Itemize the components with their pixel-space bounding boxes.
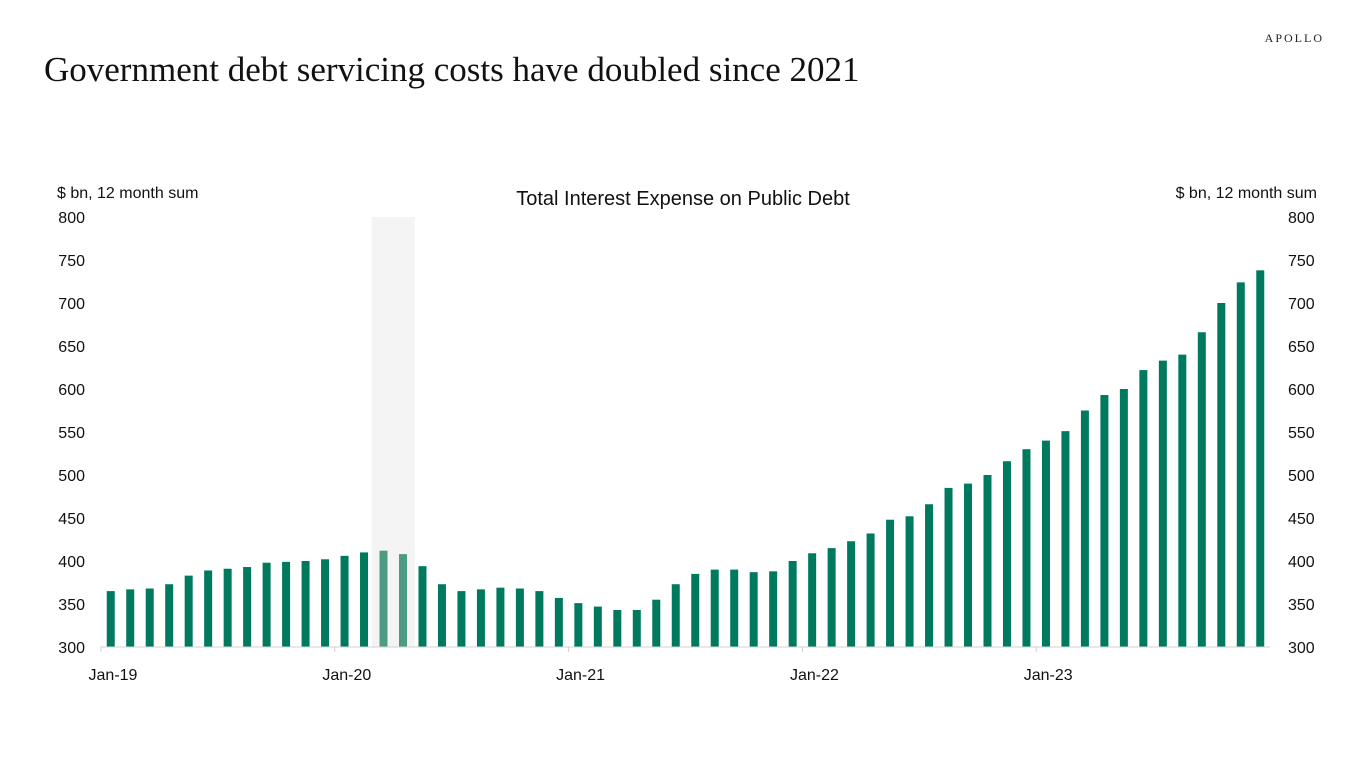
bar <box>379 550 388 647</box>
bar <box>360 552 369 647</box>
bar <box>126 589 135 647</box>
recession-shading <box>371 217 415 647</box>
bar <box>1002 461 1011 647</box>
bar <box>1061 431 1070 647</box>
bar <box>321 559 330 647</box>
bar <box>223 568 232 647</box>
y-tick-label-left: 650 <box>58 339 85 356</box>
y-tick-label-right: 650 <box>1288 339 1315 356</box>
bar <box>788 561 797 647</box>
y-tick-label-left: 350 <box>58 597 85 614</box>
bar <box>204 570 213 647</box>
bar <box>243 567 252 647</box>
bar <box>574 603 583 647</box>
bar <box>652 599 661 647</box>
y-tick-label-left: 550 <box>58 425 85 442</box>
bar <box>106 591 115 647</box>
bar <box>964 483 973 647</box>
bar <box>613 610 622 647</box>
bar <box>710 569 719 647</box>
bar <box>554 597 563 647</box>
bar <box>847 541 856 647</box>
bar <box>1139 370 1148 647</box>
bar <box>1080 410 1089 647</box>
y-tick-label-left: 600 <box>58 382 85 399</box>
y-tick-label-right: 300 <box>1288 640 1315 657</box>
bar <box>496 587 505 647</box>
x-tick-label: Jan-21 <box>556 667 605 684</box>
y-tick-label-left: 450 <box>58 511 85 528</box>
y-tick-label-left: 300 <box>58 640 85 657</box>
x-tick-label: Jan-19 <box>89 667 138 684</box>
bar <box>983 475 992 647</box>
bar <box>476 589 485 647</box>
y-tick-label-right: 750 <box>1288 253 1315 270</box>
bar <box>866 533 875 647</box>
bar <box>1236 282 1245 647</box>
bar <box>184 575 193 647</box>
bar <box>165 584 174 647</box>
bar <box>808 553 817 647</box>
bar <box>730 569 739 647</box>
bar <box>340 555 349 647</box>
y-tick-label-right: 550 <box>1288 425 1315 442</box>
bar <box>886 519 895 647</box>
y-tick-label-right: 400 <box>1288 554 1315 571</box>
bar <box>1178 354 1187 647</box>
bar <box>535 591 544 647</box>
x-tick-label: Jan-22 <box>790 667 839 684</box>
x-tick-label: Jan-23 <box>1024 667 1073 684</box>
bar <box>769 571 778 647</box>
bar <box>262 562 271 647</box>
bar <box>1217 303 1226 647</box>
y-tick-label-right: 500 <box>1288 468 1315 485</box>
bar <box>1158 360 1167 647</box>
page-headline: Government debt servicing costs have dou… <box>44 50 860 89</box>
y-tick-label-left: 700 <box>58 296 85 313</box>
bar <box>1022 449 1031 647</box>
bar <box>593 606 602 647</box>
y-tick-label-right: 600 <box>1288 382 1315 399</box>
bar <box>632 610 641 647</box>
y-tick-label-right: 350 <box>1288 597 1315 614</box>
y-tick-label-right: 700 <box>1288 296 1315 313</box>
y-tick-label-left: 800 <box>58 210 85 227</box>
left-axis-unit-label: $ bn, 12 month sum <box>57 185 199 202</box>
bar <box>1100 395 1109 647</box>
bar <box>457 591 466 647</box>
bar <box>1256 270 1265 647</box>
apollo-logo: APOLLO <box>1264 31 1324 45</box>
bar <box>944 487 953 647</box>
bar <box>437 584 446 647</box>
right-axis-unit-label: $ bn, 12 month sum <box>1175 185 1317 202</box>
bar <box>418 566 427 647</box>
bar <box>827 548 836 647</box>
bar <box>1041 440 1050 647</box>
bar <box>691 573 700 647</box>
y-tick-label-left: 500 <box>58 468 85 485</box>
y-tick-label-left: 750 <box>58 253 85 270</box>
bar <box>1197 332 1206 647</box>
bar <box>905 516 914 647</box>
bar <box>749 572 758 647</box>
bar <box>925 504 934 647</box>
chart-title: Total Interest Expense on Public Debt <box>516 188 850 210</box>
x-tick-label: Jan-20 <box>322 667 371 684</box>
y-tick-label-left: 400 <box>58 554 85 571</box>
bar <box>145 588 154 647</box>
bar <box>515 588 524 647</box>
bar <box>301 561 310 647</box>
bar <box>671 584 680 647</box>
bar <box>282 561 291 647</box>
bar <box>398 554 407 647</box>
y-tick-label-right: 450 <box>1288 511 1315 528</box>
y-tick-label-right: 800 <box>1288 210 1315 227</box>
bar <box>1119 389 1128 647</box>
